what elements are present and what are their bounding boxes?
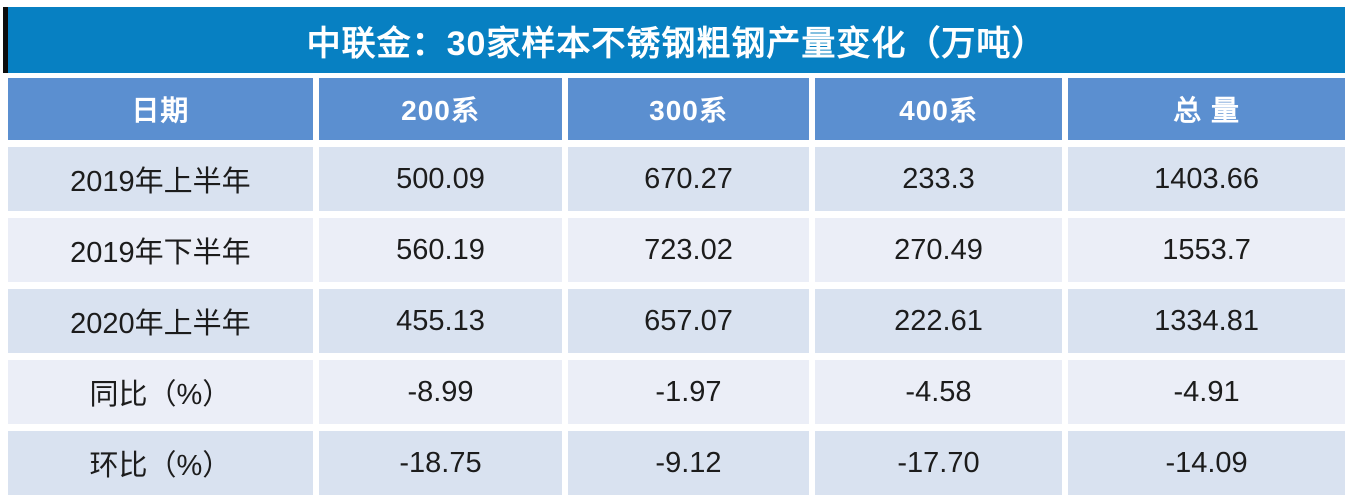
column-header-200: 200系 <box>318 78 563 140</box>
cell-value: -4.58 <box>814 360 1063 424</box>
row-label: 2019年上半年 <box>8 147 313 211</box>
column-header-400: 400系 <box>814 78 1063 140</box>
row-label: 环比（%） <box>8 431 313 495</box>
table-title-bar: 中联金：30家样本不锈钢粗钢产量变化（万吨） <box>3 7 1345 73</box>
cell-value: 560.19 <box>318 218 563 282</box>
cell-value: 657.07 <box>568 289 809 353</box>
cell-value: -1.97 <box>568 360 809 424</box>
cell-value: -8.99 <box>318 360 563 424</box>
cell-value: 222.61 <box>814 289 1063 353</box>
row-label: 同比（%） <box>8 360 313 424</box>
cell-value: 270.49 <box>814 218 1063 282</box>
table-row: 2019年下半年 560.19 723.02 270.49 1553.7 <box>8 218 1345 282</box>
table-title: 中联金：30家样本不锈钢粗钢产量变化（万吨） <box>306 24 1047 63</box>
cell-value: -17.70 <box>814 431 1063 495</box>
cell-value: 1334.81 <box>1068 289 1345 353</box>
table-row: 同比（%） -8.99 -1.97 -4.58 -4.91 <box>8 360 1345 424</box>
header-row: 日期 200系 300系 400系 总 量 <box>8 78 1345 140</box>
cell-value: -9.12 <box>568 431 809 495</box>
cell-value: 1553.7 <box>1068 218 1345 282</box>
cell-value: -18.75 <box>318 431 563 495</box>
cell-value: 500.09 <box>318 147 563 211</box>
cell-value: 455.13 <box>318 289 563 353</box>
column-header-date: 日期 <box>8 78 313 140</box>
column-header-300: 300系 <box>568 78 809 140</box>
table-row: 2020年上半年 455.13 657.07 222.61 1334.81 <box>8 289 1345 353</box>
production-table: 中联金：30家样本不锈钢粗钢产量变化（万吨） 日期 200系 300系 400系… <box>3 7 1345 495</box>
row-label: 2019年下半年 <box>8 218 313 282</box>
cell-value: -14.09 <box>1068 431 1345 495</box>
cell-value: 723.02 <box>568 218 809 282</box>
column-header-total: 总 量 <box>1068 78 1345 140</box>
cell-value: 233.3 <box>814 147 1063 211</box>
left-accent-bar <box>3 7 8 73</box>
table-row: 2019年上半年 500.09 670.27 233.3 1403.66 <box>8 147 1345 211</box>
row-label: 2020年上半年 <box>8 289 313 353</box>
cell-value: -4.91 <box>1068 360 1345 424</box>
cell-value: 670.27 <box>568 147 809 211</box>
cell-value: 1403.66 <box>1068 147 1345 211</box>
table-row: 环比（%） -18.75 -9.12 -17.70 -14.09 <box>8 431 1345 495</box>
